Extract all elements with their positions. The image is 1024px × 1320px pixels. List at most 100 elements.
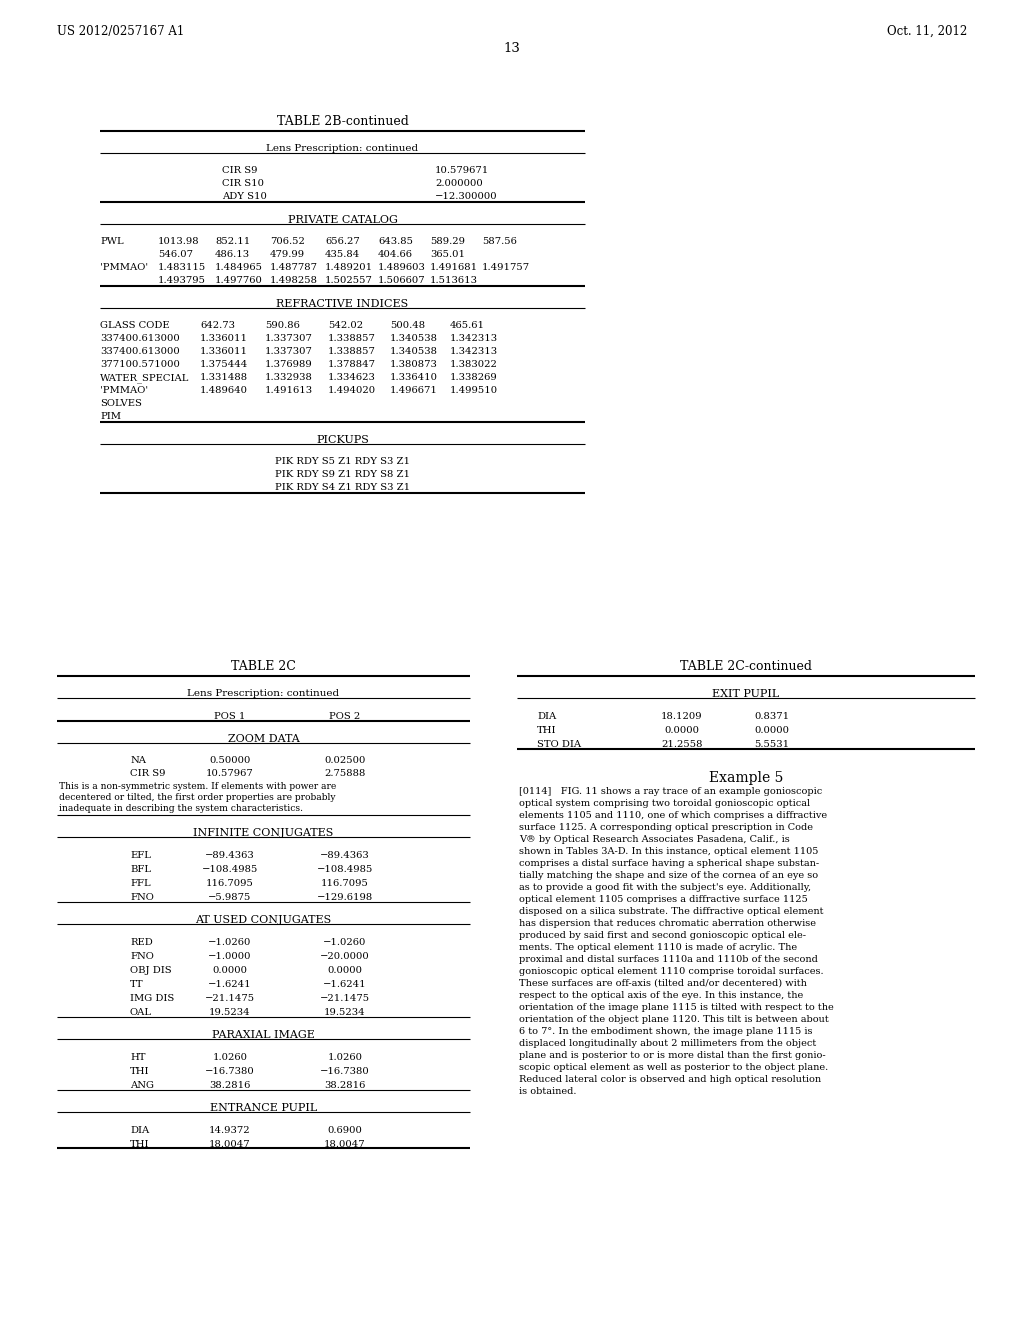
Text: TABLE 2C-continued: TABLE 2C-continued — [680, 660, 812, 673]
Text: −108.4985: −108.4985 — [316, 865, 373, 874]
Text: This is a non-symmetric system. If elements with power are: This is a non-symmetric system. If eleme… — [59, 781, 336, 791]
Text: 1.502557: 1.502557 — [325, 276, 373, 285]
Text: 10.57967: 10.57967 — [206, 770, 254, 777]
Text: −20.0000: −20.0000 — [321, 952, 370, 961]
Text: disposed on a silica substrate. The diffractive optical element: disposed on a silica substrate. The diff… — [519, 907, 823, 916]
Text: −108.4985: −108.4985 — [202, 865, 258, 874]
Text: These surfaces are off-axis (tilted and/or decentered) with: These surfaces are off-axis (tilted and/… — [519, 979, 807, 987]
Text: OAL: OAL — [130, 1008, 152, 1016]
Text: SOLVES: SOLVES — [100, 399, 142, 408]
Text: comprises a distal surface having a spherical shape substan-: comprises a distal surface having a sphe… — [519, 859, 819, 869]
Text: HT: HT — [130, 1053, 145, 1063]
Text: 546.07: 546.07 — [158, 249, 193, 259]
Text: Reduced lateral color is observed and high optical resolution: Reduced lateral color is observed and hi… — [519, 1074, 821, 1084]
Text: optical element 1105 comprises a diffractive surface 1125: optical element 1105 comprises a diffrac… — [519, 895, 808, 904]
Text: shown in Tables 3A-D. In this instance, optical element 1105: shown in Tables 3A-D. In this instance, … — [519, 847, 818, 855]
Text: 1.334623: 1.334623 — [328, 374, 376, 381]
Text: ADY S10: ADY S10 — [222, 191, 267, 201]
Text: 1.342313: 1.342313 — [450, 347, 498, 356]
Text: 1.338857: 1.338857 — [328, 347, 376, 356]
Text: 1.496671: 1.496671 — [390, 385, 438, 395]
Text: 1.491613: 1.491613 — [265, 385, 313, 395]
Text: ANG: ANG — [130, 1081, 154, 1090]
Text: 1.331488: 1.331488 — [200, 374, 248, 381]
Text: PIK RDY S5 Z1 RDY S3 Z1: PIK RDY S5 Z1 RDY S3 Z1 — [275, 457, 410, 466]
Text: has dispersion that reduces chromatic aberration otherwise: has dispersion that reduces chromatic ab… — [519, 919, 816, 928]
Text: decentered or tilted, the first order properties are probably: decentered or tilted, the first order pr… — [59, 793, 336, 803]
Text: 1.489640: 1.489640 — [200, 385, 248, 395]
Text: Lens Prescription: continued: Lens Prescription: continued — [266, 144, 419, 153]
Text: 1.380873: 1.380873 — [390, 360, 438, 370]
Text: 706.52: 706.52 — [270, 238, 305, 246]
Text: 0.0000: 0.0000 — [665, 726, 699, 735]
Text: −1.6241: −1.6241 — [208, 979, 252, 989]
Text: −16.7380: −16.7380 — [205, 1067, 255, 1076]
Text: 0.02500: 0.02500 — [325, 756, 366, 766]
Text: −1.6241: −1.6241 — [324, 979, 367, 989]
Text: 1.340538: 1.340538 — [390, 347, 438, 356]
Text: orientation of the object plane 1120. This tilt is between about: orientation of the object plane 1120. Th… — [519, 1015, 828, 1024]
Text: 1.498258: 1.498258 — [270, 276, 318, 285]
Text: 2.75888: 2.75888 — [325, 770, 366, 777]
Text: 5.5531: 5.5531 — [755, 741, 790, 748]
Text: ENTRANCE PUPIL: ENTRANCE PUPIL — [210, 1104, 317, 1113]
Text: −12.300000: −12.300000 — [435, 191, 498, 201]
Text: Lens Prescription: continued: Lens Prescription: continued — [187, 689, 340, 698]
Text: 486.13: 486.13 — [215, 249, 250, 259]
Text: INFINITE CONJUGATES: INFINITE CONJUGATES — [194, 828, 334, 838]
Text: STO DIA: STO DIA — [537, 741, 582, 748]
Text: 19.5234: 19.5234 — [209, 1008, 251, 1016]
Text: BFL: BFL — [130, 865, 151, 874]
Text: IMG DIS: IMG DIS — [130, 994, 174, 1003]
Text: 1.506607: 1.506607 — [378, 276, 426, 285]
Text: 1.493795: 1.493795 — [158, 276, 206, 285]
Text: WATER_SPECIAL: WATER_SPECIAL — [100, 374, 189, 383]
Text: 116.7095: 116.7095 — [206, 879, 254, 888]
Text: FFL: FFL — [130, 879, 151, 888]
Text: −89.4363: −89.4363 — [321, 851, 370, 861]
Text: 1.383022: 1.383022 — [450, 360, 498, 370]
Text: 38.2816: 38.2816 — [325, 1081, 366, 1090]
Text: POS 1: POS 1 — [214, 711, 246, 721]
Text: 18.0047: 18.0047 — [209, 1140, 251, 1148]
Text: respect to the optical axis of the eye. In this instance, the: respect to the optical axis of the eye. … — [519, 991, 803, 1001]
Text: 1.484965: 1.484965 — [215, 263, 263, 272]
Text: POS 2: POS 2 — [330, 711, 360, 721]
Text: 1.513613: 1.513613 — [430, 276, 478, 285]
Text: 1.491757: 1.491757 — [482, 263, 530, 272]
Text: 587.56: 587.56 — [482, 238, 517, 246]
Text: PWL: PWL — [100, 238, 124, 246]
Text: 404.66: 404.66 — [378, 249, 413, 259]
Text: 1.499510: 1.499510 — [450, 385, 498, 395]
Text: 643.85: 643.85 — [378, 238, 413, 246]
Text: REFRACTIVE INDICES: REFRACTIVE INDICES — [276, 300, 409, 309]
Text: 10.579671: 10.579671 — [435, 166, 489, 176]
Text: 13: 13 — [504, 42, 520, 55]
Text: produced by said first and second gonioscopic optical ele-: produced by said first and second gonios… — [519, 931, 806, 940]
Text: Oct. 11, 2012: Oct. 11, 2012 — [887, 25, 967, 38]
Text: 1.489603: 1.489603 — [378, 263, 426, 272]
Text: V® by Optical Research Associates Pasadena, Calif., is: V® by Optical Research Associates Pasade… — [519, 836, 790, 843]
Text: TABLE 2C: TABLE 2C — [231, 660, 296, 673]
Text: is obtained.: is obtained. — [519, 1086, 577, 1096]
Text: 1.489201: 1.489201 — [325, 263, 373, 272]
Text: FNO: FNO — [130, 894, 154, 902]
Text: EFL: EFL — [130, 851, 151, 861]
Text: displaced longitudinally about 2 millimeters from the object: displaced longitudinally about 2 millime… — [519, 1039, 816, 1048]
Text: PRIVATE CATALOG: PRIVATE CATALOG — [288, 215, 397, 224]
Text: 1.332938: 1.332938 — [265, 374, 313, 381]
Text: CIR S9: CIR S9 — [130, 770, 166, 777]
Text: PARAXIAL IMAGE: PARAXIAL IMAGE — [212, 1030, 315, 1040]
Text: −129.6198: −129.6198 — [316, 894, 373, 902]
Text: 1.338857: 1.338857 — [328, 334, 376, 343]
Text: RED: RED — [130, 939, 153, 946]
Text: −1.0000: −1.0000 — [208, 952, 252, 961]
Text: US 2012/0257167 A1: US 2012/0257167 A1 — [57, 25, 184, 38]
Text: GLASS CODE: GLASS CODE — [100, 321, 170, 330]
Text: elements 1105 and 1110, one of which comprises a diffractive: elements 1105 and 1110, one of which com… — [519, 810, 827, 820]
Text: 1.491681: 1.491681 — [430, 263, 478, 272]
Text: 542.02: 542.02 — [328, 321, 364, 330]
Text: 'PMMAO': 'PMMAO' — [100, 263, 148, 272]
Text: 365.01: 365.01 — [430, 249, 465, 259]
Text: 642.73: 642.73 — [200, 321, 234, 330]
